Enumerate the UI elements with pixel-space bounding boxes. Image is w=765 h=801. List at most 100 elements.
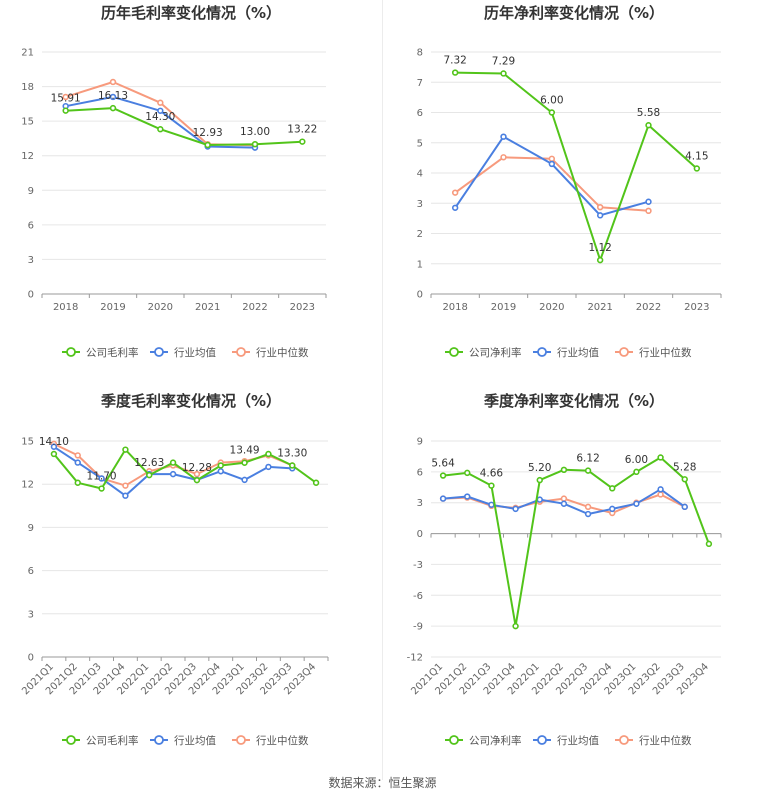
data-point-median bbox=[62, 93, 69, 101]
legend-marker bbox=[537, 347, 547, 357]
data-point-avg bbox=[169, 470, 177, 478]
data-point-company bbox=[265, 450, 272, 458]
y-tick-label: 6 bbox=[28, 220, 34, 231]
legend-item-company[interactable]: 公司净利率 bbox=[445, 346, 522, 359]
data-point-avg bbox=[500, 133, 507, 140]
data-point-company bbox=[312, 479, 320, 486]
data-point-avg bbox=[584, 510, 592, 518]
annual-gross-margin-svg: 历年毛利率变化情况（%） 0 3 6 9 12 15 18 21 2018 2019 2020 2021… bbox=[21, 4, 327, 359]
data-point-company bbox=[439, 472, 447, 479]
data-point-company bbox=[146, 471, 153, 479]
data-point-avg bbox=[217, 468, 224, 475]
y-tick-label: 0 bbox=[417, 290, 423, 301]
legend-item-median[interactable]: 行业中位数 bbox=[232, 346, 309, 359]
y-tick-label: 0 bbox=[28, 290, 34, 301]
data-label: 13.49 bbox=[230, 445, 260, 457]
y-tick-label: 6 bbox=[28, 566, 34, 577]
data-point-median bbox=[157, 99, 164, 106]
y-tick-label: 0 bbox=[417, 529, 423, 540]
legend-label: 行业中位数 bbox=[639, 734, 692, 747]
x-tick-label: 2021 bbox=[587, 302, 612, 313]
data-point-company bbox=[584, 467, 592, 474]
data-point-median bbox=[500, 154, 507, 161]
data-point-company bbox=[645, 122, 652, 129]
data-point-company bbox=[98, 485, 105, 492]
y-tick-label: -9 bbox=[413, 622, 423, 633]
legend-marker bbox=[449, 735, 459, 745]
data-point-avg bbox=[548, 160, 556, 168]
data-point-company bbox=[74, 479, 81, 486]
data-source-note: 数据来源：恒生聚源 bbox=[328, 776, 437, 790]
data-point-median bbox=[122, 482, 129, 489]
data-point-company bbox=[122, 446, 129, 453]
y-tick-label: 18 bbox=[21, 82, 34, 93]
data-label: 4.15 bbox=[685, 150, 708, 162]
data-point-avg bbox=[109, 93, 117, 101]
y-tick-label: 5 bbox=[417, 138, 423, 149]
legend-item-company[interactable]: 公司毛利率 bbox=[62, 734, 139, 747]
series-line-company bbox=[455, 71, 698, 262]
data-point-company bbox=[693, 165, 701, 172]
data-point-avg bbox=[265, 463, 272, 471]
y-tick-label: 6 bbox=[417, 108, 423, 119]
data-point-avg bbox=[451, 204, 459, 211]
legend-item-company[interactable]: 公司毛利率 bbox=[62, 346, 139, 359]
chart-title: 季度毛利率变化情况（%） bbox=[101, 392, 281, 410]
legend-item-median[interactable]: 行业中位数 bbox=[615, 346, 692, 359]
data-point-company bbox=[157, 126, 164, 133]
y-tick-label: 12 bbox=[21, 151, 34, 162]
legend-item-median[interactable]: 行业中位数 bbox=[232, 734, 309, 747]
legend-item-avg[interactable]: 行业均值 bbox=[533, 346, 599, 359]
legend-item-median[interactable]: 行业中位数 bbox=[615, 734, 692, 747]
legend-marker bbox=[619, 347, 629, 357]
chart-title: 历年毛利率变化情况（%） bbox=[101, 4, 281, 22]
legend-item-avg[interactable]: 行业均值 bbox=[150, 346, 216, 359]
data-point-company bbox=[241, 459, 248, 466]
data-label: 6.00 bbox=[625, 454, 648, 466]
data-point-avg bbox=[536, 496, 543, 503]
legend-item-avg[interactable]: 行业均值 bbox=[533, 734, 599, 747]
data-point-company bbox=[251, 140, 259, 148]
y-tick-label: 12 bbox=[21, 480, 34, 491]
data-label: 5.64 bbox=[431, 458, 455, 470]
legend-marker bbox=[619, 735, 629, 745]
x-tick-label: 2019 bbox=[491, 302, 516, 313]
data-label: 5.28 bbox=[673, 461, 696, 473]
data-point-median bbox=[560, 495, 568, 502]
y-tick-label: 7 bbox=[417, 78, 423, 89]
data-label: 13.22 bbox=[287, 124, 317, 136]
data-point-company bbox=[705, 540, 713, 548]
legend-label: 行业中位数 bbox=[256, 346, 309, 359]
y-tick-label: 1 bbox=[417, 259, 423, 270]
x-tick-label: 2019 bbox=[100, 302, 125, 313]
y-tick-label: 4 bbox=[417, 169, 423, 180]
data-label: 12.63 bbox=[134, 457, 164, 469]
data-point-avg bbox=[74, 459, 81, 466]
data-point-avg bbox=[609, 505, 616, 513]
chart-title: 季度净利率变化情况（%） bbox=[484, 392, 664, 410]
y-tick-label: 15 bbox=[21, 437, 34, 448]
y-tick-label: 9 bbox=[28, 186, 34, 197]
data-point-avg bbox=[657, 486, 664, 493]
annual-gross-margin-chart: 历年毛利率变化情况（%） 0 3 6 9 12 15 18 21 2018 2019 2020 2021… bbox=[0, 0, 382, 385]
data-point-company bbox=[109, 104, 117, 112]
y-tick-label: -12 bbox=[407, 653, 423, 664]
x-tick-label: 2021 bbox=[195, 302, 220, 313]
data-point-median bbox=[548, 155, 556, 162]
x-tick-label: 2022 bbox=[636, 302, 661, 313]
data-point-avg bbox=[50, 443, 58, 450]
data-point-median bbox=[451, 189, 459, 196]
data-point-company bbox=[560, 466, 568, 474]
data-point-avg bbox=[439, 495, 447, 502]
legend-item-company[interactable]: 公司净利率 bbox=[445, 734, 522, 747]
data-point-median bbox=[657, 491, 664, 498]
legend-label: 公司毛利率 bbox=[86, 346, 139, 359]
data-point-company bbox=[289, 462, 296, 469]
y-tick-label: 8 bbox=[417, 48, 423, 59]
data-point-avg bbox=[122, 492, 129, 499]
legend-marker bbox=[449, 347, 459, 357]
legend-item-avg[interactable]: 行业均值 bbox=[150, 734, 216, 747]
y-tick-label: 2 bbox=[417, 229, 423, 240]
x-tick-label: 2020 bbox=[539, 302, 564, 313]
legend-marker bbox=[154, 735, 164, 745]
